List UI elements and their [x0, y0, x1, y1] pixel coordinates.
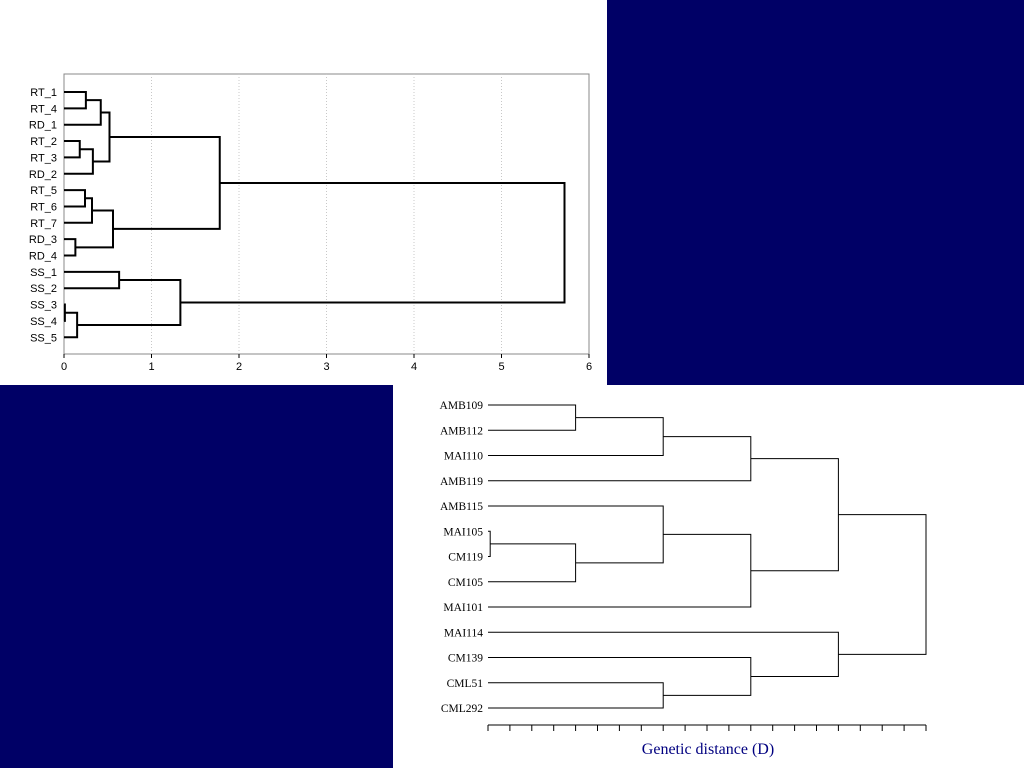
leaf-label: SS_3: [30, 300, 57, 312]
leaf-label: SS_4: [30, 316, 57, 328]
leaf-label: SS_1: [30, 267, 57, 279]
leaf-label: RT_4: [30, 103, 57, 115]
dendrogram-link: [488, 404, 577, 431]
dendrogram-link: [750, 458, 839, 572]
leaf-label: SS_5: [30, 332, 57, 344]
leaf-label: RT_6: [30, 201, 57, 213]
leaf-label: AMB109: [440, 400, 484, 412]
x-tick-label: 1: [148, 361, 154, 373]
x-tick-label: 6: [586, 361, 592, 373]
dendrogram-link: [488, 543, 577, 583]
dendrogram-link: [64, 189, 86, 208]
dendrogram-link: [488, 436, 752, 482]
dendrogram-panel-top: [0, 0, 607, 385]
dendrogram-link: [64, 140, 81, 159]
leaf-label: SS_2: [30, 283, 57, 295]
leaf-label: MAI114: [444, 627, 483, 639]
leaf-label: RD_1: [29, 120, 57, 132]
dendrogram-link: [64, 197, 93, 224]
dendrogram-link: [64, 91, 87, 110]
leaf-label: MAI110: [444, 451, 483, 463]
dendrogram-link: [838, 514, 927, 655]
leaf-label: AMB115: [440, 501, 483, 513]
dendrogram-link: [63, 303, 66, 322]
leaf-label: AMB112: [440, 425, 483, 437]
background-panel-top-right: [607, 0, 1024, 385]
leaf-label: CML51: [447, 678, 484, 690]
dendrogram-link: [488, 530, 491, 557]
leaf-label: CM119: [448, 552, 483, 564]
dendrogram-link: [488, 657, 752, 696]
dendrogram-2: Genetic distance (D) AMB109 AMB112 MAI110 A…: [440, 400, 927, 758]
x-tick-label: 5: [498, 361, 504, 373]
leaf-label: RD_2: [29, 169, 57, 181]
leaf-label: MAI101: [443, 602, 483, 614]
dendrogram-link: [109, 135, 221, 230]
dendrogram-link: [64, 148, 94, 175]
leaf-label: CM105: [448, 577, 483, 589]
dendrogram-link: [488, 682, 664, 709]
dendrogram-panel-bottom: [393, 385, 1024, 768]
dendrogram-link: [64, 270, 121, 290]
leaf-label: AMB119: [440, 476, 483, 488]
dendrogram-link: [488, 533, 752, 608]
leaf-label: MAI105: [443, 526, 483, 538]
leaf-label: RT_3: [30, 152, 57, 164]
dendrogram-link: [180, 181, 566, 304]
background-panel-bottom-left: [0, 385, 393, 768]
leaf-label: CML292: [441, 703, 483, 715]
leaf-label: CM139: [448, 653, 483, 665]
leaf-label: RT_2: [30, 136, 57, 148]
dendrogram-link: [64, 99, 102, 126]
dendrogram-link: [75, 209, 114, 249]
leaf-label: RD_4: [29, 251, 57, 263]
dendrogram-1: 0 1 2 3 4 5 6 RT_1 RT_4 RD_1 RT_2 RT_3 RD_2 RT_5 RT_6 R…: [29, 73, 592, 373]
dendrogram-link: [64, 238, 77, 257]
x-tick-label: 3: [323, 361, 329, 373]
leaf-label: RD_3: [29, 234, 57, 246]
x-tick-label: 0: [61, 361, 67, 373]
leaf-label: RT_1: [30, 87, 57, 99]
x-tick-label: 2: [236, 361, 242, 373]
dendrogram-link: [77, 279, 182, 326]
x-axis-label: Genetic distance (D): [642, 741, 774, 758]
leaf-label: RT_7: [30, 218, 57, 230]
dendrogram-link: [488, 631, 839, 677]
leaf-label: RT_5: [30, 185, 57, 197]
dendrogram-link: [64, 311, 79, 339]
x-tick-label: 4: [411, 361, 417, 373]
